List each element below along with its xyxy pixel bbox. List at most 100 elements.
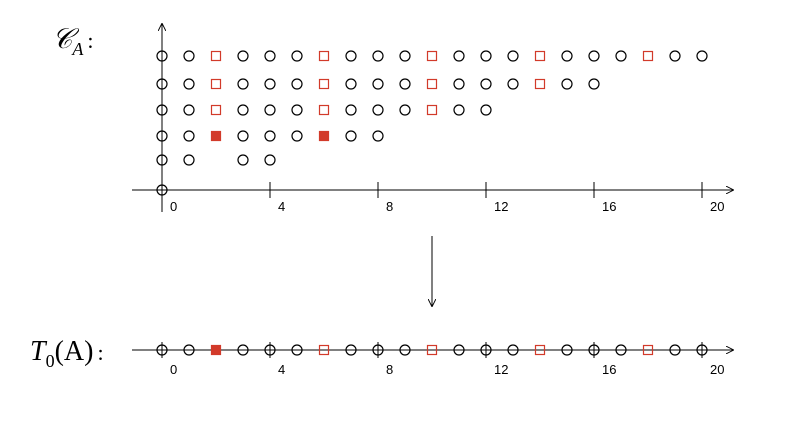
circle-marker <box>183 50 195 62</box>
top-label: 𝒞A: <box>52 24 94 59</box>
tick-label: 20 <box>710 199 724 214</box>
circle-marker <box>588 78 600 90</box>
circle-marker <box>696 344 708 356</box>
tick-label: 8 <box>386 362 393 377</box>
circle-marker <box>291 344 303 356</box>
tick-label: 8 <box>386 199 393 214</box>
circle-marker <box>480 50 492 62</box>
circle-marker <box>372 78 384 90</box>
open-square-marker <box>318 78 330 90</box>
circle-marker <box>480 344 492 356</box>
circle-marker <box>507 50 519 62</box>
circle-marker <box>399 344 411 356</box>
circle-marker <box>399 78 411 90</box>
circle-marker <box>345 130 357 142</box>
open-square-marker <box>210 104 222 116</box>
filled-square-marker <box>210 344 222 356</box>
circle-marker <box>264 344 276 356</box>
circle-marker <box>156 104 168 116</box>
circle-marker <box>480 78 492 90</box>
circle-marker <box>237 104 249 116</box>
circle-marker <box>372 104 384 116</box>
circle-marker <box>615 344 627 356</box>
open-square-marker <box>318 50 330 62</box>
filled-square-marker <box>210 130 222 142</box>
open-square-marker <box>210 78 222 90</box>
circle-marker <box>237 50 249 62</box>
circle-marker <box>183 104 195 116</box>
circle-marker <box>237 344 249 356</box>
circle-marker <box>264 154 276 166</box>
circle-marker <box>291 78 303 90</box>
tick-label: 12 <box>494 199 508 214</box>
circle-marker <box>183 344 195 356</box>
circle-marker <box>291 130 303 142</box>
circle-marker <box>669 344 681 356</box>
circle-marker <box>615 50 627 62</box>
circle-marker <box>156 184 168 196</box>
circle-marker <box>453 78 465 90</box>
circle-marker <box>399 50 411 62</box>
circle-marker <box>183 78 195 90</box>
open-square-marker <box>426 104 438 116</box>
circle-marker <box>561 344 573 356</box>
open-square-marker <box>642 50 654 62</box>
open-square-marker <box>642 344 654 356</box>
circle-marker <box>345 344 357 356</box>
circle-marker <box>507 78 519 90</box>
marks: 0 4 8 12 16 20 0 4 8 12 16 20 <box>156 50 724 377</box>
open-square-marker <box>426 344 438 356</box>
circle-marker <box>696 50 708 62</box>
circle-marker <box>156 78 168 90</box>
circle-marker <box>264 50 276 62</box>
circle-marker <box>453 50 465 62</box>
circle-marker <box>291 104 303 116</box>
open-square-marker <box>534 78 546 90</box>
tick-label: 12 <box>494 362 508 377</box>
circle-marker <box>372 344 384 356</box>
circle-marker <box>561 50 573 62</box>
tick-label: 0 <box>170 199 177 214</box>
circle-marker <box>291 50 303 62</box>
circle-marker <box>183 130 195 142</box>
tick-label: 16 <box>602 199 616 214</box>
open-square-marker <box>534 344 546 356</box>
tick-label: 16 <box>602 362 616 377</box>
circle-marker <box>507 344 519 356</box>
circle-marker <box>453 344 465 356</box>
circle-marker <box>237 154 249 166</box>
open-square-marker <box>318 344 330 356</box>
circle-marker <box>156 130 168 142</box>
circle-marker <box>237 78 249 90</box>
open-square-marker <box>426 50 438 62</box>
circle-marker <box>588 50 600 62</box>
open-square-marker <box>318 104 330 116</box>
circle-marker <box>264 78 276 90</box>
bottom-label: T0(A): <box>30 336 104 371</box>
tick-label: 4 <box>278 199 285 214</box>
open-square-marker <box>426 78 438 90</box>
circle-marker <box>399 104 411 116</box>
circle-marker <box>345 78 357 90</box>
circle-marker <box>345 104 357 116</box>
circle-marker <box>156 344 168 356</box>
open-square-marker <box>210 50 222 62</box>
circle-marker <box>453 104 465 116</box>
tick-label: 20 <box>710 362 724 377</box>
circle-marker <box>372 130 384 142</box>
filled-square-marker <box>318 130 330 142</box>
tick-label: 4 <box>278 362 285 377</box>
circle-marker <box>669 50 681 62</box>
circle-marker <box>264 130 276 142</box>
circle-marker <box>561 78 573 90</box>
circle-marker <box>264 104 276 116</box>
circle-marker <box>480 104 492 116</box>
circle-marker <box>345 50 357 62</box>
circle-marker <box>156 154 168 166</box>
circle-marker <box>237 130 249 142</box>
circle-marker <box>588 344 600 356</box>
open-square-marker <box>534 50 546 62</box>
circle-marker <box>156 50 168 62</box>
circle-marker <box>183 154 195 166</box>
